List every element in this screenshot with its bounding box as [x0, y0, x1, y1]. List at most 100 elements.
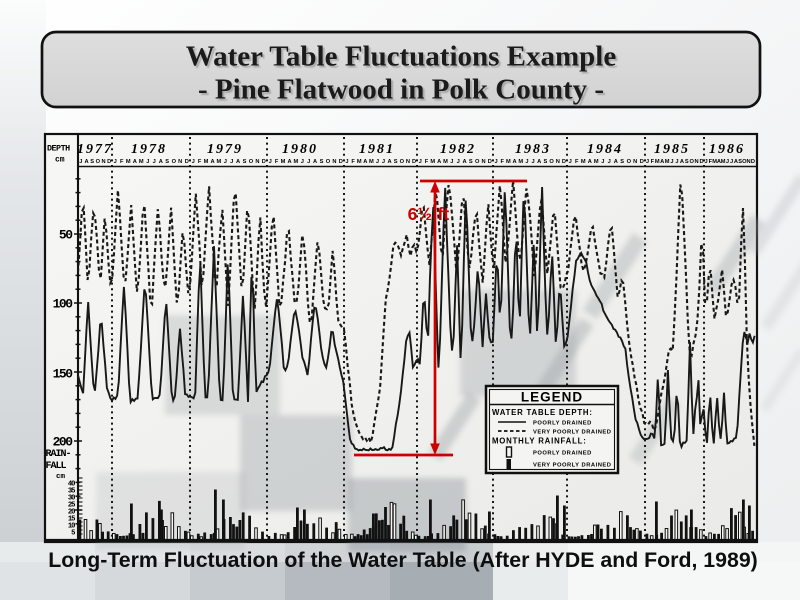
- svg-text:O: O: [400, 159, 405, 165]
- svg-text:D: D: [488, 159, 492, 165]
- svg-text:J: J: [646, 159, 649, 165]
- svg-text:S: S: [243, 159, 247, 165]
- svg-text:J: J: [450, 159, 453, 165]
- svg-text:D: D: [751, 159, 755, 165]
- svg-text:30: 30: [68, 495, 75, 503]
- svg-text:A: A: [660, 159, 664, 165]
- svg-text:D: D: [262, 159, 266, 165]
- svg-text:F: F: [198, 159, 202, 165]
- svg-text:20: 20: [68, 509, 75, 517]
- svg-text:POORLY DRAINED: POORLY DRAINED: [533, 451, 592, 457]
- svg-text:5: 5: [71, 530, 75, 538]
- svg-text:S: S: [394, 159, 398, 165]
- svg-text:S: S: [165, 159, 169, 165]
- svg-text:F: F: [709, 159, 713, 165]
- svg-text:F: F: [351, 159, 355, 165]
- svg-text:N: N: [695, 159, 699, 165]
- svg-text:M: M: [581, 159, 586, 165]
- svg-text:A: A: [313, 159, 317, 165]
- svg-text:200: 200: [53, 435, 74, 450]
- svg-text:M: M: [721, 159, 726, 165]
- svg-text:J: J: [525, 159, 528, 165]
- svg-text:N: N: [255, 159, 259, 165]
- svg-text:POORLY DRAINED: POORLY DRAINED: [533, 421, 592, 427]
- svg-text:1985: 1985: [654, 142, 690, 157]
- svg-text:RAIN-: RAIN-: [46, 449, 71, 460]
- svg-text:M: M: [294, 159, 299, 165]
- svg-text:J: J: [79, 159, 82, 165]
- svg-text:M: M: [655, 159, 660, 165]
- svg-text:M: M: [281, 159, 286, 165]
- svg-text:1981: 1981: [359, 142, 395, 157]
- svg-text:J: J: [670, 159, 673, 165]
- svg-text:N: N: [178, 159, 182, 165]
- svg-text:N: N: [747, 159, 751, 165]
- svg-text:100: 100: [53, 297, 74, 312]
- svg-text:J: J: [601, 159, 604, 165]
- svg-text:10: 10: [68, 523, 75, 531]
- svg-text:1982: 1982: [440, 142, 476, 157]
- svg-text:J: J: [192, 159, 195, 165]
- svg-text:J: J: [569, 159, 572, 165]
- svg-text:D: D: [185, 159, 189, 165]
- svg-text:D: D: [339, 159, 343, 165]
- svg-text:VERY POORLY DRAINED: VERY POORLY DRAINED: [533, 430, 611, 436]
- svg-text:A: A: [388, 159, 392, 165]
- svg-text:1983: 1983: [515, 142, 551, 157]
- svg-text:J: J: [301, 159, 304, 165]
- svg-text:N: N: [332, 159, 336, 165]
- svg-text:O: O: [96, 159, 101, 165]
- svg-text:150: 150: [53, 367, 74, 382]
- svg-text:M: M: [665, 159, 670, 165]
- svg-text:1977: 1977: [77, 142, 113, 157]
- svg-text:A: A: [537, 159, 541, 165]
- svg-text:F: F: [275, 159, 279, 165]
- svg-text:J: J: [457, 159, 460, 165]
- svg-text:A: A: [717, 159, 721, 165]
- svg-text:S: S: [620, 159, 624, 165]
- svg-text:F: F: [425, 159, 429, 165]
- svg-text:D: D: [699, 159, 703, 165]
- svg-text:MONTHLY RAINFALL:: MONTHLY RAINFALL:: [492, 437, 587, 446]
- svg-text:1984: 1984: [587, 142, 623, 157]
- svg-text:A: A: [287, 159, 291, 165]
- svg-text:J: J: [230, 159, 233, 165]
- svg-text:A: A: [363, 159, 367, 165]
- svg-text:J: J: [532, 159, 535, 165]
- svg-text:D: D: [107, 159, 111, 165]
- svg-text:40: 40: [68, 481, 75, 489]
- svg-text:Water Table Fluctuations Examp: Water Table Fluctuations Example: [186, 41, 617, 73]
- svg-text:D: D: [412, 159, 416, 165]
- svg-text:F: F: [120, 159, 124, 165]
- svg-text:A: A: [462, 159, 466, 165]
- svg-text:A: A: [159, 159, 163, 165]
- svg-text:J: J: [114, 159, 117, 165]
- svg-text:M: M: [204, 159, 209, 165]
- svg-text:O: O: [475, 159, 480, 165]
- svg-text:15: 15: [68, 516, 75, 524]
- svg-text:F: F: [575, 159, 579, 165]
- svg-text:J: J: [153, 159, 156, 165]
- svg-text:M: M: [443, 159, 448, 165]
- svg-text:J: J: [224, 159, 227, 165]
- svg-text:VERY POORLY DRAINED: VERY POORLY DRAINED: [533, 463, 611, 469]
- svg-text:A: A: [680, 159, 684, 165]
- svg-text:A: A: [513, 159, 517, 165]
- svg-text:6½: 6½: [408, 204, 432, 224]
- svg-text:FALL: FALL: [46, 461, 67, 472]
- svg-text:S: S: [738, 159, 742, 165]
- svg-text:J: J: [675, 159, 678, 165]
- svg-text:J: J: [146, 159, 149, 165]
- svg-text:A: A: [236, 159, 240, 165]
- svg-text:LEGEND: LEGEND: [521, 390, 583, 405]
- svg-text:N: N: [556, 159, 560, 165]
- svg-text:- Pine Flatwood in Polk County: - Pine Flatwood in Polk County -: [198, 74, 604, 106]
- svg-text:cm: cm: [55, 156, 65, 165]
- svg-text:J: J: [419, 159, 422, 165]
- svg-text:J: J: [307, 159, 310, 165]
- svg-text:F: F: [651, 159, 655, 165]
- svg-text:M: M: [518, 159, 523, 165]
- svg-text:N: N: [481, 159, 485, 165]
- svg-text:J: J: [730, 159, 733, 165]
- svg-text:M: M: [357, 159, 362, 165]
